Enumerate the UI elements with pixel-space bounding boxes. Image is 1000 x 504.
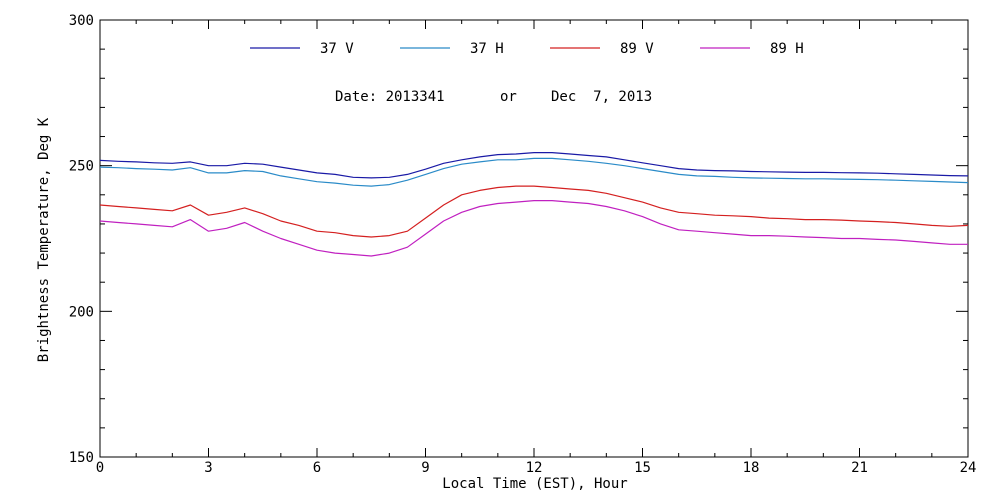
x-tick-label: 0 (96, 460, 104, 476)
series-line-89-v (99, 185, 969, 238)
y-tick-label: 250 (69, 159, 94, 175)
series-line-37-h (99, 157, 969, 187)
y-tick-label: 300 (69, 13, 94, 29)
legend: 37 V 37 H 89 V 89 H (250, 41, 804, 57)
legend-label-89-h: 89 H (770, 41, 804, 57)
y-tick-label: 150 (69, 450, 94, 466)
x-axis-title: Local Time (EST), Hour (442, 476, 627, 492)
or-label: or (500, 89, 517, 105)
x-axis-ticks: 0 3 6 9 12 15 18 21 24 (96, 20, 977, 476)
x-tick-label: 12 (526, 460, 543, 476)
x-tick-label: 6 (313, 460, 321, 476)
x-tick-label: 15 (634, 460, 651, 476)
date-label: Date: 2013341 (335, 89, 445, 105)
date-alt-label: Dec 7, 2013 (551, 89, 652, 105)
legend-label-37-h: 37 H (470, 41, 504, 57)
x-tick-label: 21 (851, 460, 868, 476)
x-tick-label: 9 (421, 460, 429, 476)
legend-label-89-v: 89 V (620, 41, 654, 57)
series-line-89-h (99, 200, 968, 257)
x-tick-label: 24 (960, 460, 977, 476)
series-lines (99, 152, 969, 257)
x-tick-label: 3 (204, 460, 212, 476)
y-tick-label: 200 (69, 304, 94, 320)
series-line-37-v (99, 152, 969, 179)
legend-label-37-v: 37 V (320, 41, 354, 57)
x-tick-label: 18 (743, 460, 760, 476)
y-axis-title: Brightness Temperature, Deg K (36, 117, 52, 362)
y-axis-ticks: 150 200 250 300 (69, 13, 968, 466)
